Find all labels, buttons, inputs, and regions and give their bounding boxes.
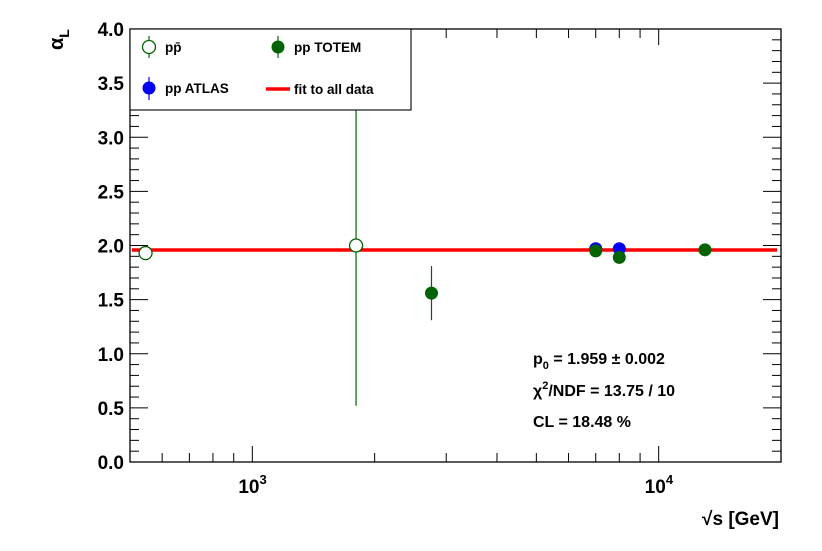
data-point: [612, 250, 626, 264]
x-tick-labels: 103 104: [238, 472, 673, 498]
data-point-open: [138, 245, 153, 261]
y-axis-title-text: αL: [46, 29, 72, 50]
y-tick-label: 2.0: [98, 237, 124, 258]
legend-fit-label: fit to all data: [294, 82, 374, 97]
y-tick-label: 1.5: [98, 291, 125, 312]
x-tick-label: 103: [238, 472, 266, 498]
legend-atlas-marker: [142, 81, 156, 95]
fit-statistics: p0 = 1.959 ± 0.002 χ2/NDF = 13.75 / 10 C…: [533, 351, 675, 431]
y-tick-label: 2.5: [98, 182, 125, 203]
y-tick-label: 0.0: [98, 453, 124, 474]
stat-cl: CL = 18.48 %: [533, 414, 631, 431]
legend: pp̄ pp TOTEM pp ATLAS fit to all data: [129, 28, 412, 111]
x-tick-label: 104: [645, 472, 674, 498]
legend-totem-marker: [271, 40, 285, 54]
stat-p0: p0 = 1.959 ± 0.002: [533, 351, 665, 372]
legend-ppbar-marker: [141, 39, 157, 55]
y-tick-labels: 0.0 0.5 1.0 1.5 2.0 2.5 3.0 3.5 4.0: [98, 20, 125, 474]
data-point: [589, 244, 603, 258]
y-tick-label: 3.0: [98, 128, 124, 149]
y-tick-label: 1.0: [98, 345, 124, 366]
legend-totem-label: pp TOTEM: [294, 40, 361, 55]
data-point: [424, 286, 438, 300]
y-axis-title: αL: [46, 29, 72, 50]
legend-ppbar-label: pp̄: [165, 40, 182, 55]
data-point: [698, 243, 712, 257]
stat-chi2: χ2/NDF = 13.75 / 10: [533, 380, 675, 400]
y-tick-label: 3.5: [98, 74, 125, 95]
y-tick-label: 4.0: [98, 20, 124, 41]
legend-atlas-label: pp ATLAS: [165, 81, 229, 96]
x-axis-title: √s [GeV]: [702, 509, 779, 530]
y-tick-label: 0.5: [98, 399, 125, 420]
legend-box: [129, 28, 412, 111]
data-point-open: [348, 238, 364, 253]
data-points: [138, 85, 712, 406]
